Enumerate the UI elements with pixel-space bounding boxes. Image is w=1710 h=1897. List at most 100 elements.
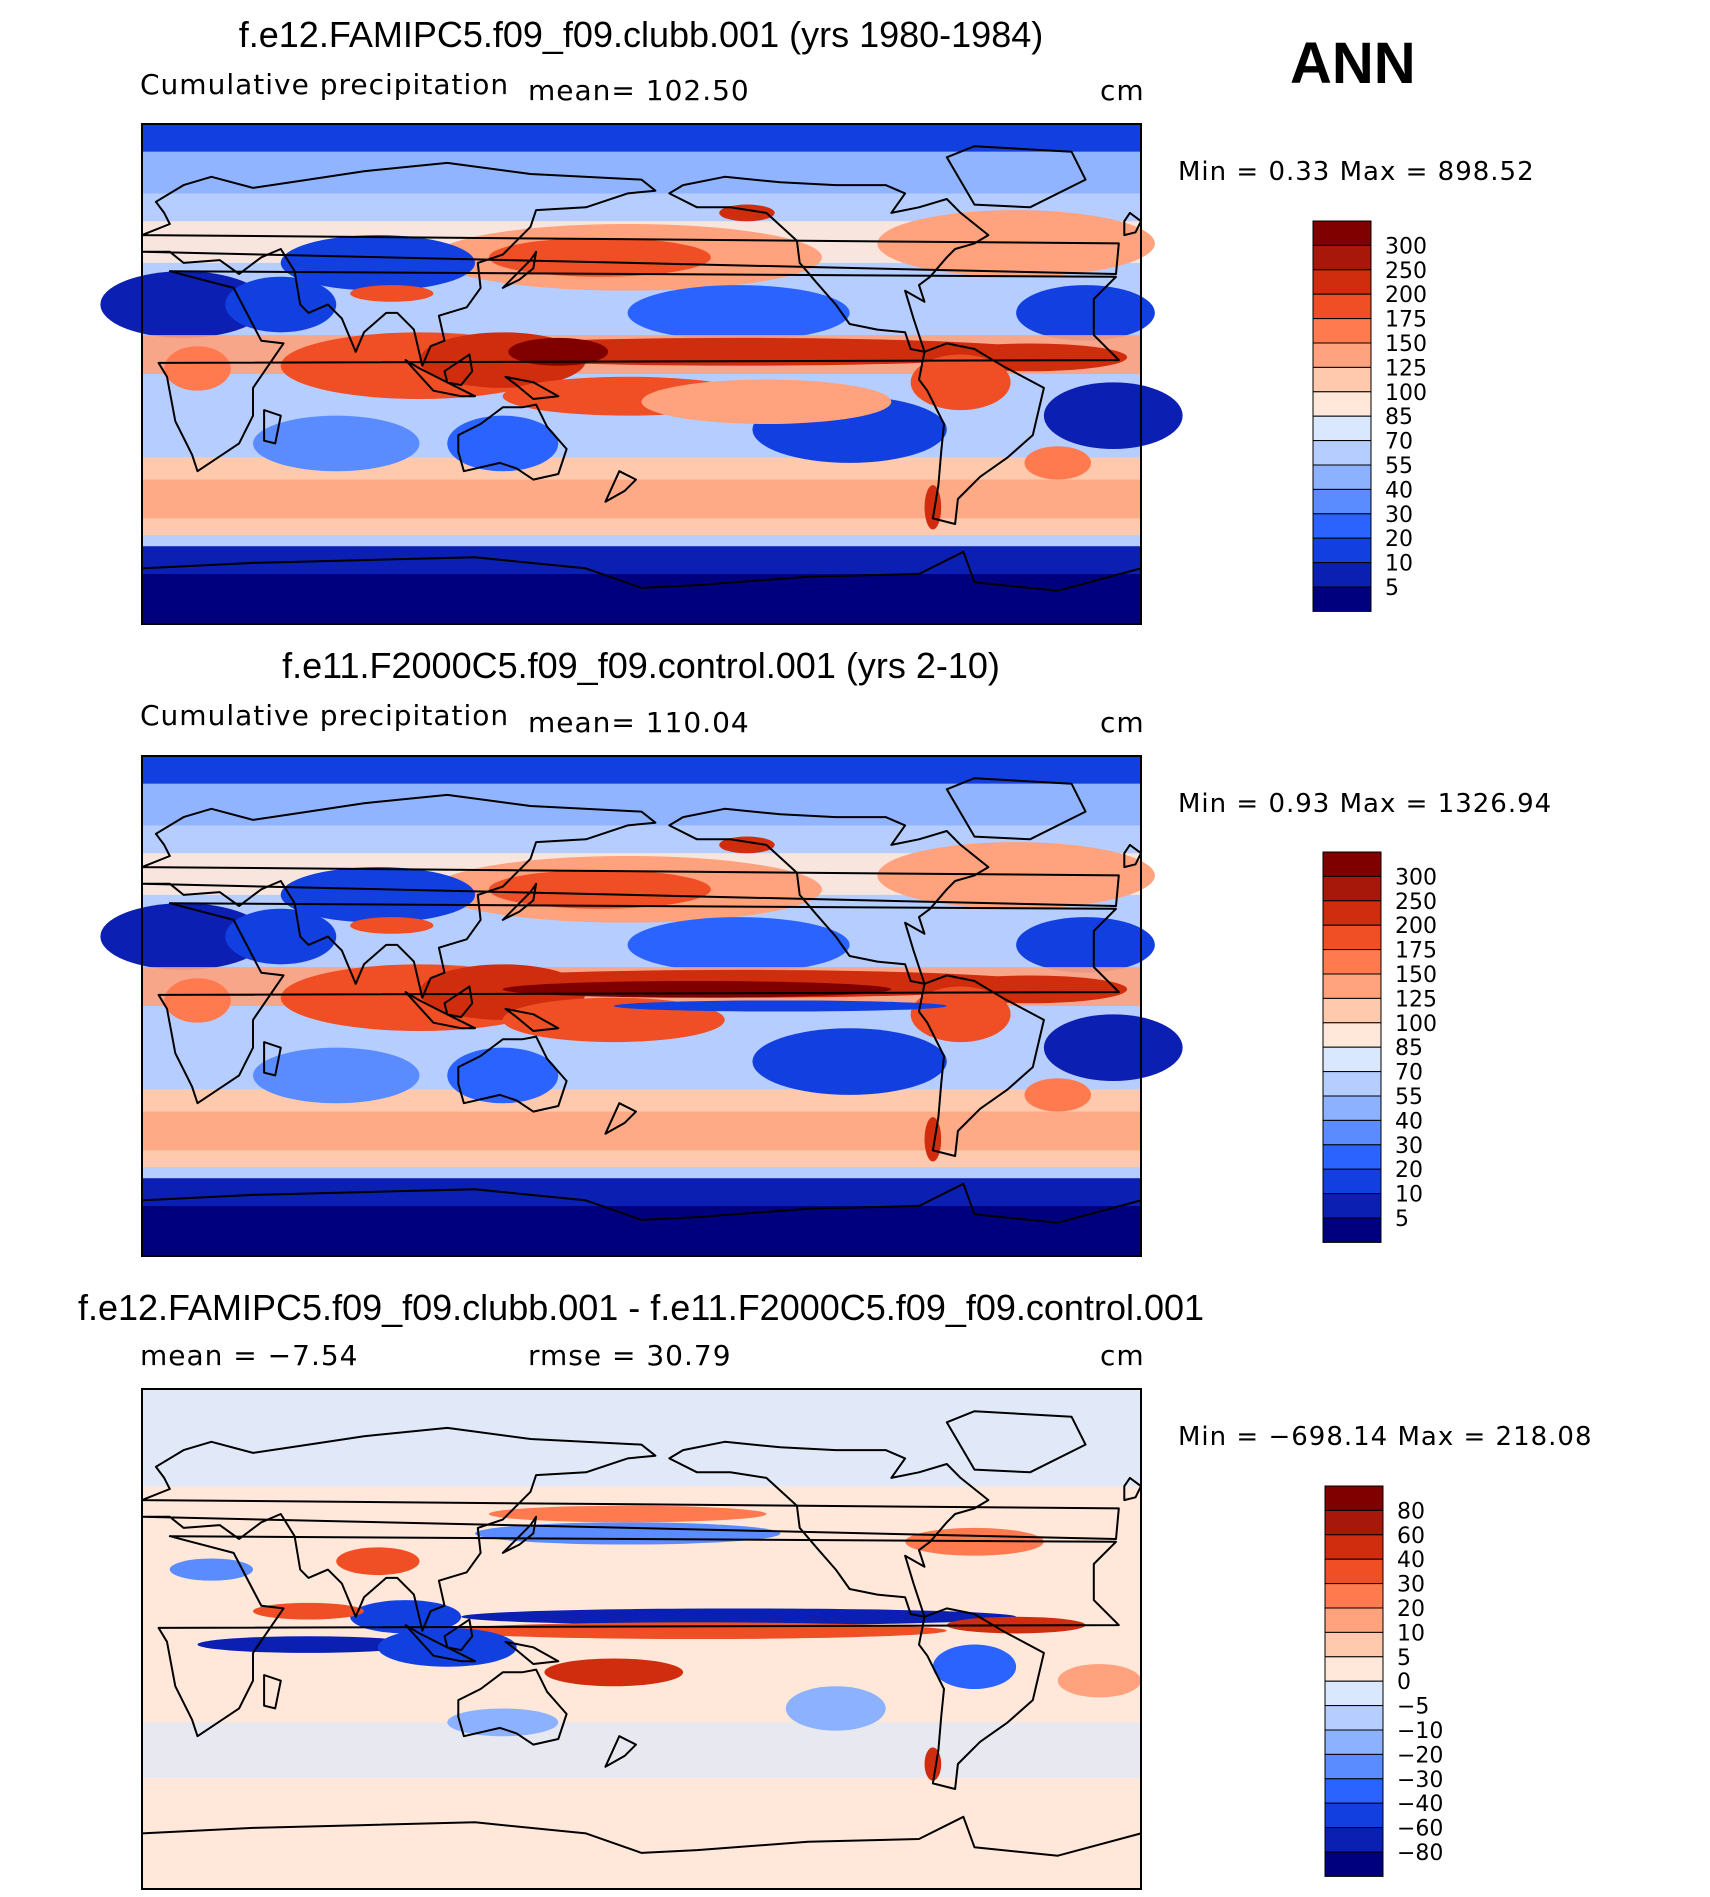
- contour-region: [350, 1600, 462, 1634]
- contour-region: [613, 1000, 947, 1012]
- variable-label: Cumulative precipitation: [140, 699, 510, 732]
- colorbar-box: [1324, 1656, 1384, 1682]
- colorbar-tick-label: 125: [1395, 987, 1437, 1012]
- coastline: [604, 1735, 637, 1768]
- coastline: [263, 1674, 282, 1710]
- colorbar-box: [1324, 1753, 1384, 1780]
- rmse-label: rmse = 30.79: [528, 1339, 732, 1372]
- colorbar-box: [1322, 1071, 1382, 1097]
- coastline: [918, 974, 1045, 1157]
- colorbar-box: [1324, 1827, 1384, 1853]
- colorbar-box: [1312, 586, 1372, 612]
- colorbar-box: [1324, 1729, 1384, 1755]
- colorbar-box: [1322, 924, 1382, 951]
- colorbar-tick-label: 40: [1395, 1109, 1423, 1134]
- coastline: [404, 991, 476, 1030]
- colorbar-box: [1312, 293, 1372, 320]
- contour-region: [752, 1028, 947, 1095]
- colorbar-tick-label: 100: [1395, 1012, 1437, 1037]
- coastline: [443, 353, 474, 387]
- units-label: cm: [1100, 74, 1145, 107]
- coastline: [1123, 1476, 1142, 1502]
- map-panel: [141, 1388, 1142, 1890]
- contour-region: [350, 285, 434, 302]
- contour-region: [910, 354, 1011, 411]
- coastline: [457, 403, 568, 481]
- contour-region: [225, 276, 337, 333]
- colorbar-box: [1322, 1168, 1382, 1195]
- colorbar-tick-label: 30: [1397, 1573, 1425, 1598]
- colorbar-box: [1312, 464, 1372, 490]
- contour-region: [910, 986, 1011, 1043]
- panel-title: f.e12.FAMIPC5.f09_f09.clubb.001 (yrs 198…: [238, 14, 1044, 55]
- variable-label: Cumulative precipitation: [140, 68, 510, 101]
- coastline: [157, 270, 1120, 473]
- colorbar-box: [1324, 1509, 1384, 1536]
- contour-region: [1043, 382, 1183, 449]
- contour-band: [142, 479, 1141, 519]
- colorbar-box: [1322, 875, 1382, 902]
- colorbar-box: [1312, 440, 1372, 466]
- colorbar-box: [1322, 997, 1382, 1024]
- minmax-label: Min = −698.14 Max = 218.08: [1178, 1422, 1593, 1452]
- colorbar-tick-label: 70: [1385, 430, 1413, 455]
- colorbar-box: [1312, 244, 1372, 271]
- colorbar-tick-label: 10: [1397, 1621, 1425, 1646]
- colorbar-box: [1312, 342, 1372, 368]
- colorbar-tick-label: −80: [1397, 1841, 1443, 1866]
- contour-region: [280, 235, 475, 291]
- colorbar-tick-label: 200: [1395, 914, 1437, 939]
- panel-title: f.e12.FAMIPC5.f09_f09.clubb.001 - f.e11.…: [77, 1287, 1205, 1328]
- colorbar-tick-label: 85: [1385, 405, 1413, 430]
- contour-region: [488, 869, 711, 909]
- coastline: [501, 882, 538, 921]
- contour-region: [280, 867, 475, 923]
- colorbar-tick-label: 30: [1395, 1134, 1423, 1159]
- colorbar-box: [1312, 366, 1372, 393]
- colorbar-tick-label: 30: [1385, 503, 1413, 528]
- colorbar-tick-label: 250: [1395, 890, 1437, 915]
- contour-region: [447, 415, 559, 472]
- colorbar-box: [1312, 391, 1372, 417]
- contour-region: [253, 415, 420, 472]
- colorbar-box: [1324, 1802, 1384, 1829]
- contour-region: [461, 1608, 1017, 1626]
- colorbar-tick-label: 5: [1385, 576, 1399, 601]
- coastline: [945, 777, 1087, 841]
- contour-region: [447, 1708, 559, 1737]
- coastline: [443, 985, 474, 1019]
- colorbar-box: [1324, 1607, 1384, 1633]
- colorbar-box: [1312, 318, 1372, 344]
- colorbar-box: [1312, 488, 1372, 515]
- coastline: [1123, 843, 1142, 869]
- colorbar-tick-label: 0: [1397, 1670, 1411, 1695]
- coastline: [918, 1607, 1045, 1790]
- coastline: [157, 1535, 1120, 1738]
- contour-region: [544, 1658, 684, 1687]
- contour-region: [253, 1602, 364, 1620]
- coastline: [668, 175, 990, 353]
- contour-region: [164, 978, 231, 1023]
- coastline: [504, 1007, 560, 1032]
- colorbar-box: [1324, 1485, 1384, 1511]
- contour-region: [1024, 446, 1092, 480]
- colorbar-tick-label: 20: [1395, 1158, 1423, 1183]
- colorbar-tick-label: 100: [1385, 381, 1427, 406]
- contour-region: [627, 285, 850, 341]
- coastline: [457, 1668, 568, 1746]
- contour-region: [924, 485, 942, 530]
- contour-region: [488, 1505, 767, 1523]
- colorbar-box: [1322, 900, 1382, 926]
- colorbar-box: [1324, 1534, 1384, 1560]
- colorbar-box: [1322, 1095, 1382, 1121]
- map-frame: [141, 755, 1142, 1257]
- contour-region: [932, 1644, 1017, 1689]
- colorbar-tick-label: 70: [1395, 1061, 1423, 1086]
- colorbar-tick-label: −5: [1397, 1695, 1429, 1720]
- colorbar-box: [1324, 1680, 1384, 1707]
- map-panel: [100, 755, 1183, 1257]
- contour-region: [641, 379, 892, 424]
- units-label: cm: [1100, 706, 1145, 739]
- contour-band: [142, 574, 1141, 624]
- minmax-label: Min = 0.93 Max = 1326.94: [1178, 789, 1553, 819]
